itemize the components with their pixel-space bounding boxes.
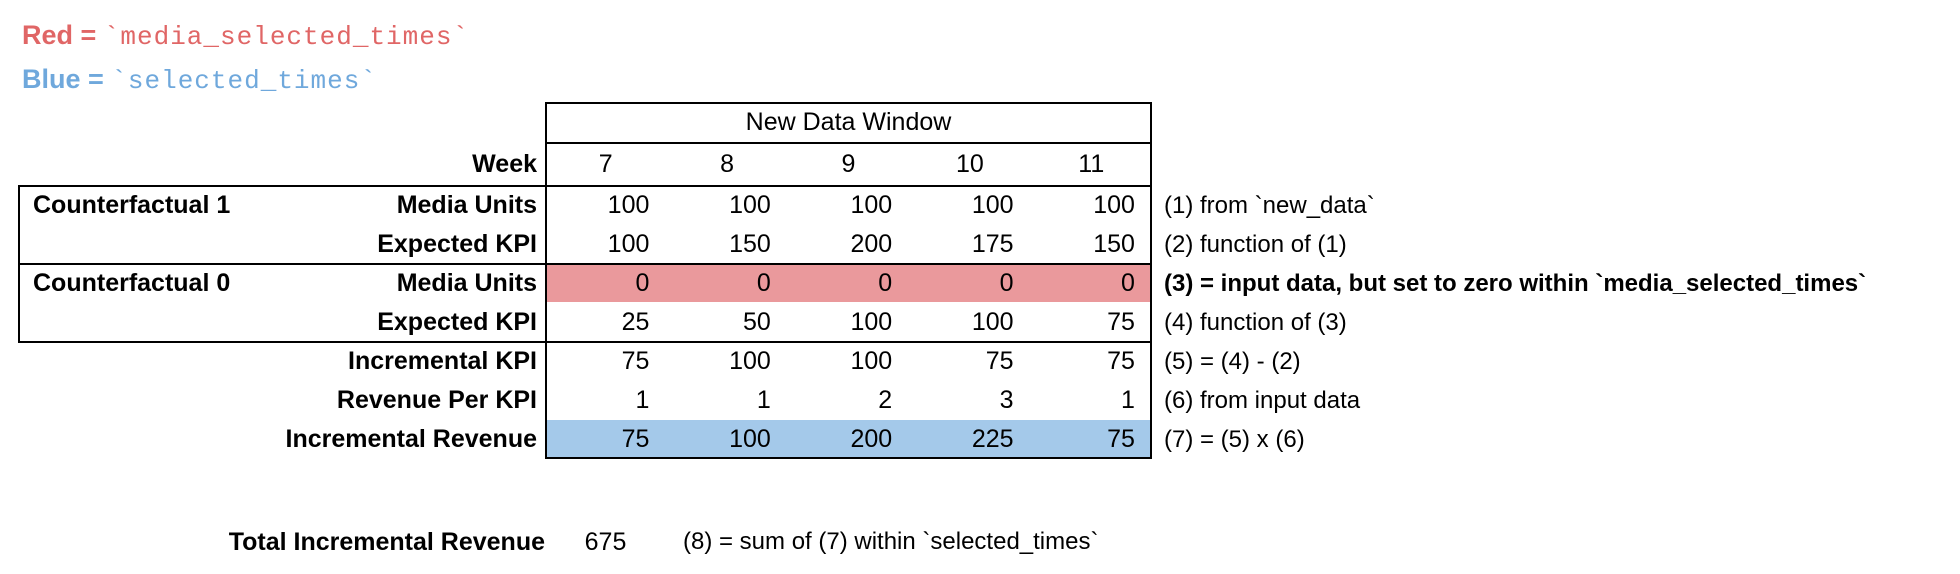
data-cell: 100 (971, 191, 1014, 219)
data-cell: 100 (850, 308, 893, 336)
week-row: Week 7 8 9 10 11 (0, 143, 1960, 186)
week-cell: 8 (720, 150, 735, 178)
row-label: Incremental KPI (348, 347, 537, 375)
data-cell: 200 (850, 425, 893, 453)
data-cell: 75 (621, 425, 650, 453)
data-cell: 100 (607, 230, 650, 258)
week-cell: 11 (1078, 150, 1105, 178)
week-divider-line (18, 185, 1152, 187)
week-row-label: Week (472, 150, 537, 178)
data-cell: 0 (1121, 269, 1135, 297)
legend-blue-label: Blue (22, 64, 81, 94)
legend-red-equals: = (73, 20, 104, 50)
data-cells: 1 1 2 3 1 (545, 381, 1152, 420)
week-cell: 7 (598, 150, 613, 178)
data-cell: 0 (999, 269, 1014, 297)
legend-blue-line: Blue = `selected_times` (22, 58, 469, 102)
data-cell: 1 (756, 386, 771, 414)
row-label: Incremental Revenue (285, 425, 538, 453)
group-label: Counterfactual 1 (33, 191, 231, 219)
table-header-row: New Data Window (0, 102, 1960, 143)
total-annotation: (8) = sum of (7) within `selected_times` (683, 528, 1099, 555)
data-cell: 225 (971, 425, 1014, 453)
counterfactual0-bottom-line (18, 341, 1152, 343)
data-cell: 150 (729, 230, 771, 258)
data-cell: 100 (850, 191, 893, 219)
color-legend: Red = `media_selected_times` Blue = `sel… (22, 14, 469, 102)
data-cell: 100 (729, 347, 771, 375)
data-cell: 100 (729, 425, 771, 453)
row-label: Expected KPI (377, 308, 537, 336)
data-cell: 100 (971, 308, 1014, 336)
row-label: Media Units (396, 191, 537, 219)
table-row-cf1-expected-kpi: Expected KPI 100 150 200 175 150 (2) fun… (0, 225, 1960, 264)
row-annotation: (2) function of (1) (1164, 231, 1347, 258)
data-cell: 75 (1107, 347, 1135, 375)
data-cell: 75 (1107, 425, 1135, 453)
data-cell: 1 (1121, 386, 1135, 414)
data-cell: 50 (742, 308, 771, 336)
row-annotation: (7) = (5) x (6) (1164, 426, 1305, 453)
blue-highlight-selected-times (547, 420, 1150, 457)
data-cells: 75 100 100 75 75 (545, 342, 1152, 381)
group-label: Counterfactual 0 (33, 269, 231, 297)
table-row-cf0-media-units: Counterfactual 0 Media Units 0 0 0 0 0 (… (0, 264, 1960, 303)
table-row-incremental-kpi: Incremental KPI 75 100 100 75 75 (5) = (… (0, 342, 1960, 381)
table-row-cf0-expected-kpi: Expected KPI 25 50 100 100 75 (4) functi… (0, 303, 1960, 342)
row-label: Revenue Per KPI (336, 386, 537, 414)
data-cell: 0 (878, 269, 893, 297)
table-row-incremental-revenue: Incremental Revenue 75 100 200 225 75 (7… (0, 420, 1960, 459)
data-cells: 75 100 200 225 75 (545, 420, 1152, 459)
data-cells: 100 150 200 175 150 (545, 225, 1152, 264)
new-data-window-title: New Data Window (745, 108, 952, 136)
header-divider-line (545, 142, 1152, 144)
table-row-cf1-media-units: Counterfactual 1 Media Units 100 100 100… (0, 186, 1960, 225)
row-label: Expected KPI (377, 230, 537, 258)
data-cell: 175 (971, 230, 1014, 258)
row-annotation: (3) = input data, but set to zero within… (1164, 270, 1867, 297)
data-cell: 1 (635, 386, 650, 414)
total-label: Total Incremental Revenue (228, 528, 545, 556)
row-annotation: (1) from `new_data` (1164, 192, 1375, 219)
data-cell: 100 (607, 191, 650, 219)
legend-blue-value: `selected_times` (111, 66, 377, 96)
row-annotation: (6) from input data (1164, 387, 1361, 414)
data-cells: 100 100 100 100 100 (545, 186, 1152, 225)
data-cells: 0 0 0 0 0 (545, 264, 1152, 303)
legend-red-label: Red (22, 20, 74, 50)
row-annotation: (5) = (4) - (2) (1164, 348, 1301, 375)
total-value: 675 (584, 528, 627, 556)
data-cell: 75 (621, 347, 650, 375)
legend-blue-equals: = (80, 64, 112, 94)
data-cell: 100 (729, 191, 771, 219)
table-row-revenue-per-kpi: Revenue Per KPI 1 1 2 3 1 (6) from input… (0, 381, 1960, 420)
row-label: Media Units (396, 269, 537, 297)
week-cells: 7 8 9 10 11 (545, 143, 1152, 186)
data-cell: 0 (635, 269, 650, 297)
data-cell: 100 (1093, 191, 1135, 219)
data-cell: 3 (999, 386, 1014, 414)
data-cell: 0 (756, 269, 771, 297)
week-cell: 10 (955, 150, 984, 178)
data-cells: 25 50 100 100 75 (545, 303, 1152, 342)
row-annotation: (4) function of (3) (1164, 309, 1347, 336)
data-cell: 2 (878, 386, 893, 414)
counterfactual-divider-line (18, 263, 1152, 265)
total-row: Total Incremental Revenue 675 (8) = sum … (0, 522, 1960, 562)
data-cell: 75 (985, 347, 1014, 375)
legend-red-value: `media_selected_times` (103, 22, 470, 52)
data-cell: 150 (1093, 230, 1135, 258)
data-cell: 25 (621, 308, 650, 336)
data-cell: 200 (850, 230, 893, 258)
legend-red-line: Red = `media_selected_times` (22, 14, 469, 58)
red-highlight-media-selected-times (547, 264, 1150, 302)
data-cell: 75 (1107, 308, 1135, 336)
week-cell: 9 (841, 150, 856, 178)
data-cell: 100 (850, 347, 893, 375)
